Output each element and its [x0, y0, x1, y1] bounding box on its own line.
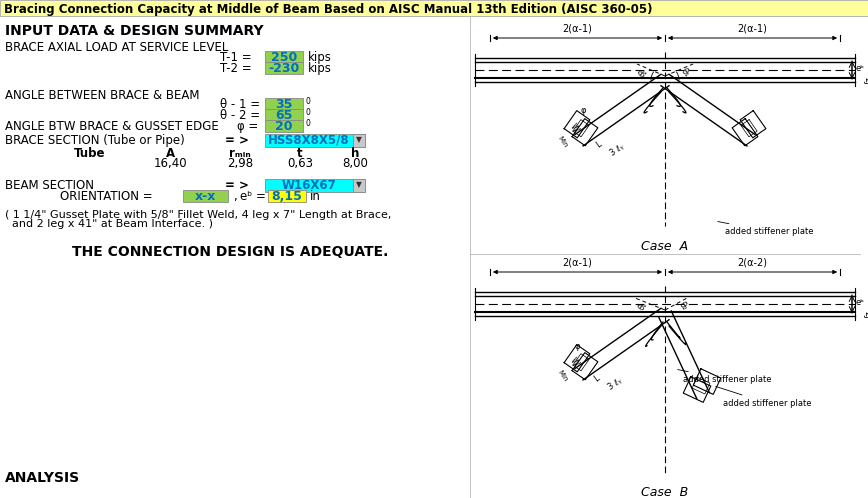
Text: φ: φ: [575, 342, 580, 351]
Text: 2ƒᵇ: 2ƒᵇ: [862, 311, 868, 323]
Bar: [265, 178, 365, 192]
Text: ▼: ▼: [356, 180, 362, 190]
Bar: [0, 0, 868, 16]
Text: Case  A: Case A: [641, 240, 688, 252]
Text: eᵇ =: eᵇ =: [240, 190, 266, 203]
Text: kips: kips: [308, 61, 332, 75]
Text: -230: -230: [268, 61, 299, 75]
Text: added stiffener plate: added stiffener plate: [678, 370, 772, 384]
Text: added stiffener plate: added stiffener plate: [716, 386, 812, 407]
Text: h: h: [351, 146, 359, 159]
Text: x-x: x-x: [194, 190, 216, 203]
Text: ▼: ▼: [356, 135, 362, 144]
Text: θ - 1 =: θ - 1 =: [220, 98, 260, 111]
Bar: [265, 133, 365, 146]
Text: 250: 250: [271, 50, 297, 64]
Text: θ₁: θ₁: [637, 300, 649, 312]
Text: 35: 35: [275, 98, 293, 111]
Text: 2(α-1): 2(α-1): [562, 23, 593, 33]
Text: W: W: [568, 123, 580, 134]
Bar: [353, 133, 365, 146]
Text: 3 ℓᵧ: 3 ℓᵧ: [608, 142, 626, 158]
Text: 8,00: 8,00: [342, 156, 368, 169]
Text: 65: 65: [275, 109, 293, 122]
Text: A: A: [166, 146, 174, 159]
Text: L: L: [595, 139, 603, 149]
Bar: [470, 16, 860, 254]
Text: added stiffener plate: added stiffener plate: [718, 222, 813, 236]
Text: 0,63: 0,63: [287, 156, 313, 169]
Text: 2(α-1): 2(α-1): [562, 257, 593, 267]
Text: φ: φ: [580, 106, 586, 115]
Text: θ₁: θ₁: [679, 67, 691, 79]
Text: ORIENTATION =: ORIENTATION =: [60, 190, 153, 203]
Bar: [265, 109, 303, 121]
Text: in: in: [310, 190, 321, 203]
Text: BRACE SECTION (Tube or Pipe): BRACE SECTION (Tube or Pipe): [5, 133, 185, 146]
Text: INPUT DATA & DESIGN SUMMARY: INPUT DATA & DESIGN SUMMARY: [5, 24, 264, 38]
Text: THE CONNECTION DESIGN IS ADEQUATE.: THE CONNECTION DESIGN IS ADEQUATE.: [72, 245, 388, 259]
Text: θ - 2 =: θ - 2 =: [220, 109, 260, 122]
Text: ANGLE BTW BRACE & GUSSET EDGE: ANGLE BTW BRACE & GUSSET EDGE: [5, 120, 219, 132]
Text: BRACE AXIAL LOAD AT SERVICE LEVEL: BRACE AXIAL LOAD AT SERVICE LEVEL: [5, 40, 228, 53]
Text: 20: 20: [275, 120, 293, 132]
Text: L: L: [593, 373, 602, 383]
Bar: [265, 62, 303, 74]
Text: Case  B: Case B: [641, 486, 688, 498]
Text: T-1 =: T-1 =: [220, 50, 252, 64]
Bar: [470, 254, 860, 498]
Text: θ₁: θ₁: [637, 67, 649, 79]
Text: 2(α-2): 2(α-2): [738, 257, 767, 267]
Text: 16,40: 16,40: [153, 156, 187, 169]
Text: = >: = >: [225, 178, 249, 192]
Text: Bracing Connection Capacity at Middle of Beam Based on AISC Manual 13th Edition : Bracing Connection Capacity at Middle of…: [4, 2, 653, 15]
Text: kips: kips: [308, 50, 332, 64]
Text: W: W: [568, 356, 580, 368]
Text: t: t: [297, 146, 303, 159]
Text: ANALYSIS: ANALYSIS: [5, 471, 80, 485]
Text: θ₂: θ₂: [677, 300, 689, 312]
Text: 3 ℓᵧ: 3 ℓᵧ: [607, 376, 623, 392]
Text: W16X67: W16X67: [281, 178, 337, 192]
Text: BEAM SECTION: BEAM SECTION: [5, 178, 94, 192]
Bar: [265, 51, 303, 63]
Text: 0: 0: [305, 119, 310, 127]
Text: 2,98: 2,98: [227, 156, 253, 169]
Bar: [0, 16, 470, 498]
Text: Tube: Tube: [75, 146, 106, 159]
Text: eᵇ: eᵇ: [855, 297, 864, 306]
Text: 2ƒᵇ: 2ƒᵇ: [862, 77, 868, 89]
Text: rₘᵢₙ: rₘᵢₙ: [229, 146, 251, 159]
Text: ,: ,: [233, 190, 237, 203]
Bar: [353, 178, 365, 192]
Text: 0: 0: [305, 97, 310, 106]
Text: = >: = >: [225, 133, 249, 146]
Text: T-2 =: T-2 =: [220, 61, 252, 75]
Text: φ =: φ =: [237, 120, 259, 132]
Bar: [183, 190, 228, 202]
Text: and 2 leg x 41" at Beam Interface. ): and 2 leg x 41" at Beam Interface. ): [5, 219, 213, 229]
Text: 0: 0: [305, 108, 310, 117]
Text: 2(α-1): 2(α-1): [738, 23, 767, 33]
Bar: [268, 190, 306, 202]
Text: Min: Min: [557, 370, 569, 383]
Text: Min: Min: [557, 135, 569, 149]
Text: eᵇ: eᵇ: [855, 64, 864, 73]
Text: HSS8X8X5/8: HSS8X8X5/8: [268, 133, 350, 146]
Bar: [265, 120, 303, 132]
Bar: [265, 98, 303, 110]
Text: ANGLE BETWEEN BRACE & BEAM: ANGLE BETWEEN BRACE & BEAM: [5, 89, 200, 102]
Text: 8,15: 8,15: [272, 190, 302, 203]
Text: ( 1 1/4" Gusset Plate with 5/8" Fillet Weld, 4 leg x 7" Length at Brace,: ( 1 1/4" Gusset Plate with 5/8" Fillet W…: [5, 210, 391, 220]
